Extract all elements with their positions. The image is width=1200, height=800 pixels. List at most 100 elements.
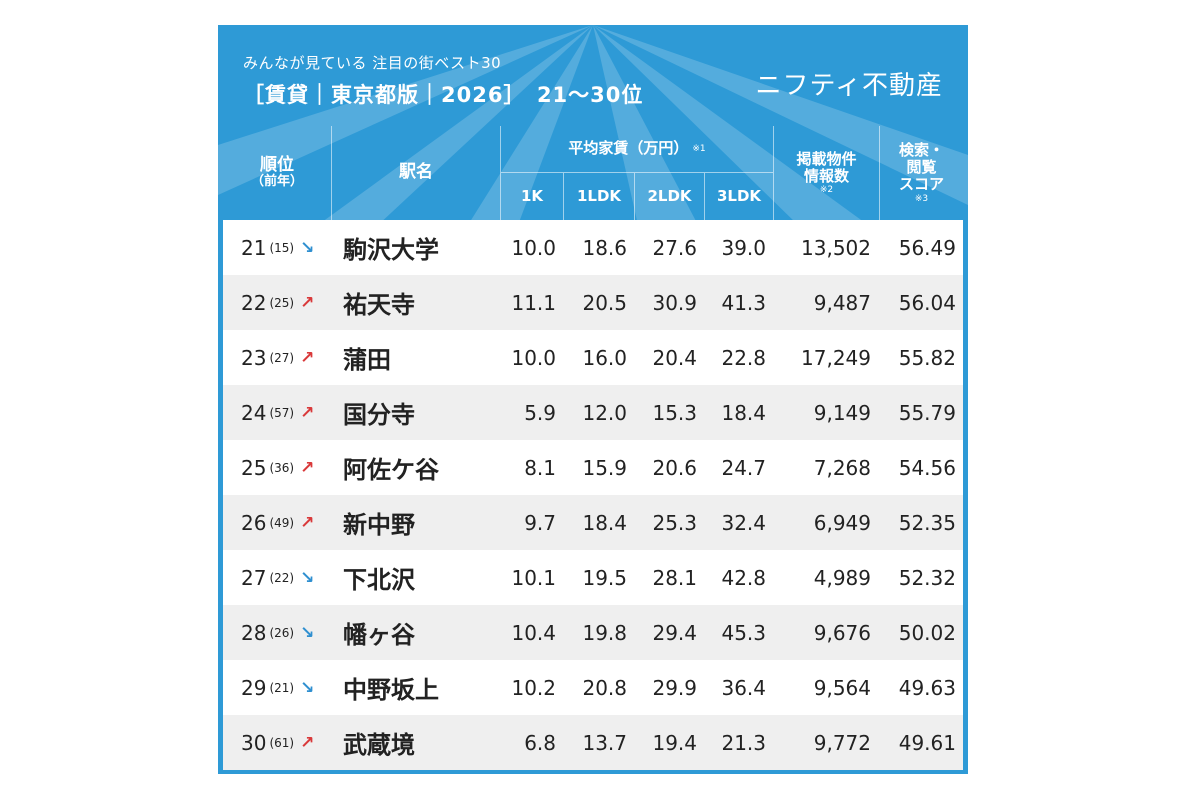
station-name: 中野坂上: [343, 676, 439, 704]
k1-cell: 10.2: [511, 675, 556, 700]
score-cell: 49.63: [898, 675, 956, 700]
ldk2-cell: 29.4: [652, 620, 697, 645]
rank-value: 30: [241, 730, 267, 755]
col-rank-sublabel: （前年）: [250, 174, 303, 190]
ldk2-cell: 20.6: [652, 455, 697, 480]
rank-value: 26: [241, 510, 267, 535]
col-score-label: 検索・ 閲覧 スコア: [898, 140, 944, 194]
trend-down-icon: ↘: [300, 567, 315, 588]
score-cell: 56.49: [898, 235, 956, 260]
col-score-note: ※3: [914, 193, 929, 204]
listings-cell: 17,249: [801, 345, 871, 370]
rank-cell: 30 (61) ↗: [241, 715, 341, 770]
col-rent-group-header: 平均家賃（万円） ※1: [501, 126, 773, 172]
ldk2-cell: 28.1: [652, 565, 697, 590]
k1-cell: 10.1: [511, 565, 556, 590]
score-cell: 54.56: [898, 455, 956, 480]
ldk1-cell: 20.8: [582, 675, 627, 700]
ldk3-cell: 24.7: [721, 455, 766, 480]
station-name: 下北沢: [343, 566, 415, 594]
ldk3-cell: 41.3: [721, 290, 766, 315]
trend-up-icon: ↗: [300, 457, 315, 478]
prev-rank-value: (21): [269, 680, 295, 695]
rank-value: 22: [241, 290, 267, 315]
ldk2-cell: 20.4: [652, 345, 697, 370]
rank-value: 23: [241, 345, 267, 370]
k1-cell: 8.1: [524, 455, 556, 480]
table-header: 順位 （前年） 駅名 平均家賃（万円） ※1 1K 1LDK 2LDK 3LDK: [223, 126, 963, 220]
listings-cell: 4,989: [813, 565, 871, 590]
listings-cell: 9,676: [813, 620, 871, 645]
divider: [501, 172, 773, 173]
station-name: 新中野: [343, 511, 415, 539]
station-name: 蒲田: [343, 346, 391, 374]
brand-logo: ニフティ不動産: [755, 71, 943, 101]
score-cell: 52.35: [898, 510, 956, 535]
prev-rank-value: (61): [269, 735, 295, 750]
rank-value: 25: [241, 455, 267, 480]
listings-cell: 9,772: [813, 730, 871, 755]
ldk2-cell: 29.9: [652, 675, 697, 700]
prev-rank-value: (36): [269, 460, 295, 475]
ldk2-cell: 19.4: [652, 730, 697, 755]
score-cell: 50.02: [898, 620, 956, 645]
ldk2-cell: 30.9: [652, 290, 697, 315]
ldk1-cell: 15.9: [582, 455, 627, 480]
score-cell: 55.82: [898, 345, 956, 370]
score-cell: 55.79: [898, 400, 956, 425]
k1-cell: 11.1: [511, 290, 556, 315]
table-row: 21 (15) ↘ 駒沢大学 10.0 18.6 27.6 39.0 13,502 56.49: [223, 220, 963, 275]
ldk1-cell: 20.5: [582, 290, 627, 315]
col-1ldk-header: 1LDK: [564, 173, 634, 220]
ldk1-cell: 13.7: [582, 730, 627, 755]
listings-cell: 9,487: [813, 290, 871, 315]
trend-down-icon: ↘: [300, 677, 315, 698]
rank-cell: 24 (57) ↗: [241, 385, 341, 440]
ldk1-cell: 18.4: [582, 510, 627, 535]
k1-cell: 10.4: [511, 620, 556, 645]
listings-cell: 6,949: [813, 510, 871, 535]
station-name: 幡ヶ谷: [343, 621, 415, 649]
score-cell: 56.04: [898, 290, 956, 315]
table-row: 29 (21) ↘ 中野坂上 10.2 20.8 29.9 36.4 9,564 49.63: [223, 660, 963, 715]
station-name: 駒沢大学: [343, 236, 439, 264]
ldk1-cell: 12.0: [582, 400, 627, 425]
trend-up-icon: ↗: [300, 347, 315, 368]
divider: [879, 126, 880, 220]
ldk1-cell: 18.6: [582, 235, 627, 260]
table-row: 24 (57) ↗ 国分寺 5.9 12.0 15.3 18.4 9,149 55.79: [223, 385, 963, 440]
rank-cell: 26 (49) ↗: [241, 495, 341, 550]
ldk3-cell: 36.4: [721, 675, 766, 700]
col-rent-note: ※1: [692, 143, 706, 154]
prev-rank-value: (15): [269, 240, 295, 255]
col-3ldk-header: 3LDK: [705, 173, 773, 220]
divider: [773, 126, 774, 220]
header-subtitle: みんなが見ている 注目の街ベスト30: [243, 54, 502, 72]
rank-value: 29: [241, 675, 267, 700]
ldk3-cell: 21.3: [721, 730, 766, 755]
rank-cell: 21 (15) ↘: [241, 220, 341, 275]
ldk2-cell: 25.3: [652, 510, 697, 535]
rank-cell: 29 (21) ↘: [241, 660, 341, 715]
k1-cell: 6.8: [524, 730, 556, 755]
col-listings-header: 掲載物件 情報数 ※2: [774, 126, 879, 220]
table-row: 27 (22) ↘ 下北沢 10.1 19.5 28.1 42.8 4,989 52.32: [223, 550, 963, 605]
rank-value: 24: [241, 400, 267, 425]
trend-down-icon: ↘: [300, 237, 315, 258]
rank-cell: 25 (36) ↗: [241, 440, 341, 495]
header-title: ［賃貸｜東京都版｜2026］ 21〜30位: [243, 83, 644, 107]
prev-rank-value: (27): [269, 350, 295, 365]
ldk3-cell: 45.3: [721, 620, 766, 645]
trend-up-icon: ↗: [300, 512, 315, 533]
rank-cell: 28 (26) ↘: [241, 605, 341, 660]
divider: [331, 126, 332, 220]
listings-cell: 13,502: [801, 235, 871, 260]
prev-rank-value: (49): [269, 515, 295, 530]
k1-cell: 5.9: [524, 400, 556, 425]
prev-rank-value: (22): [269, 570, 295, 585]
ldk1-cell: 19.8: [582, 620, 627, 645]
station-name: 国分寺: [343, 401, 415, 429]
prev-rank-value: (57): [269, 405, 295, 420]
station-name: 祐天寺: [343, 291, 415, 319]
col-rank-header: 順位 （前年）: [223, 126, 331, 220]
